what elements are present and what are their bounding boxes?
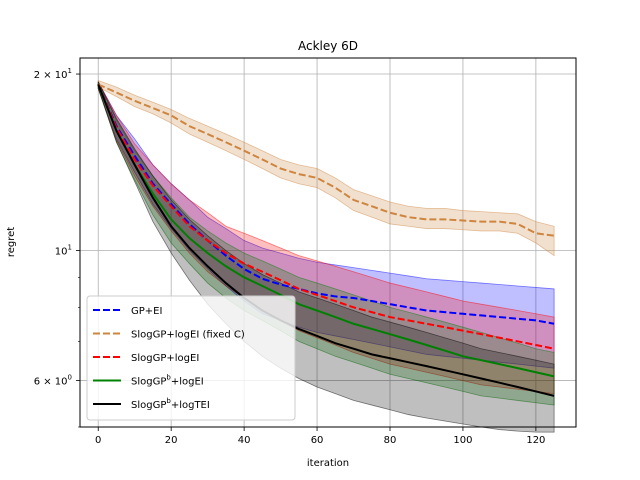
x-tick-label: 60 (311, 435, 324, 446)
y-axis-ticks: 6 × 100 101 2 × 101 (34, 67, 80, 428)
band-series-1 (97, 79, 555, 257)
line-series-0 (97, 84, 555, 325)
legend-label: GP+EI (131, 306, 162, 317)
line-series-1 (97, 83, 555, 237)
x-tick-label: 20 (165, 435, 178, 446)
confidence-bands (97, 79, 555, 433)
x-axis-label: iteration (307, 458, 349, 469)
y-axis-label: regret (6, 227, 17, 257)
legend: GP+EI SlogGP+logEI (fixed C) SlogGP+logEI S… (86, 295, 296, 421)
legend-label: SlogGP+logEI (131, 353, 199, 364)
plot-frame (79, 57, 577, 428)
line-series-2 (97, 84, 555, 350)
line-series-4 (97, 84, 555, 397)
line-series-3 (97, 84, 555, 378)
series-lines (97, 83, 555, 397)
legend-label: SlogGPb+logEI (131, 374, 204, 388)
chart-title: Ackley 6D (298, 39, 358, 53)
legend-label: SlogGPb+logTEI (131, 397, 210, 411)
x-tick-label: 100 (453, 435, 472, 446)
x-tick-label: 120 (526, 435, 545, 446)
x-tick-label: 0 (95, 435, 101, 446)
x-tick-label: 40 (238, 435, 251, 446)
y-tick-label: 101 (55, 244, 72, 258)
legend-label: SlogGP+logEI (fixed C) (131, 330, 245, 341)
x-tick-label: 80 (384, 435, 397, 446)
legend-box (86, 295, 296, 421)
y-tick-label: 2 × 101 (34, 67, 72, 81)
y-tick-label: 6 × 100 (34, 374, 72, 388)
x-axis-ticks: 0 20 40 60 80 100 120 (95, 427, 545, 446)
